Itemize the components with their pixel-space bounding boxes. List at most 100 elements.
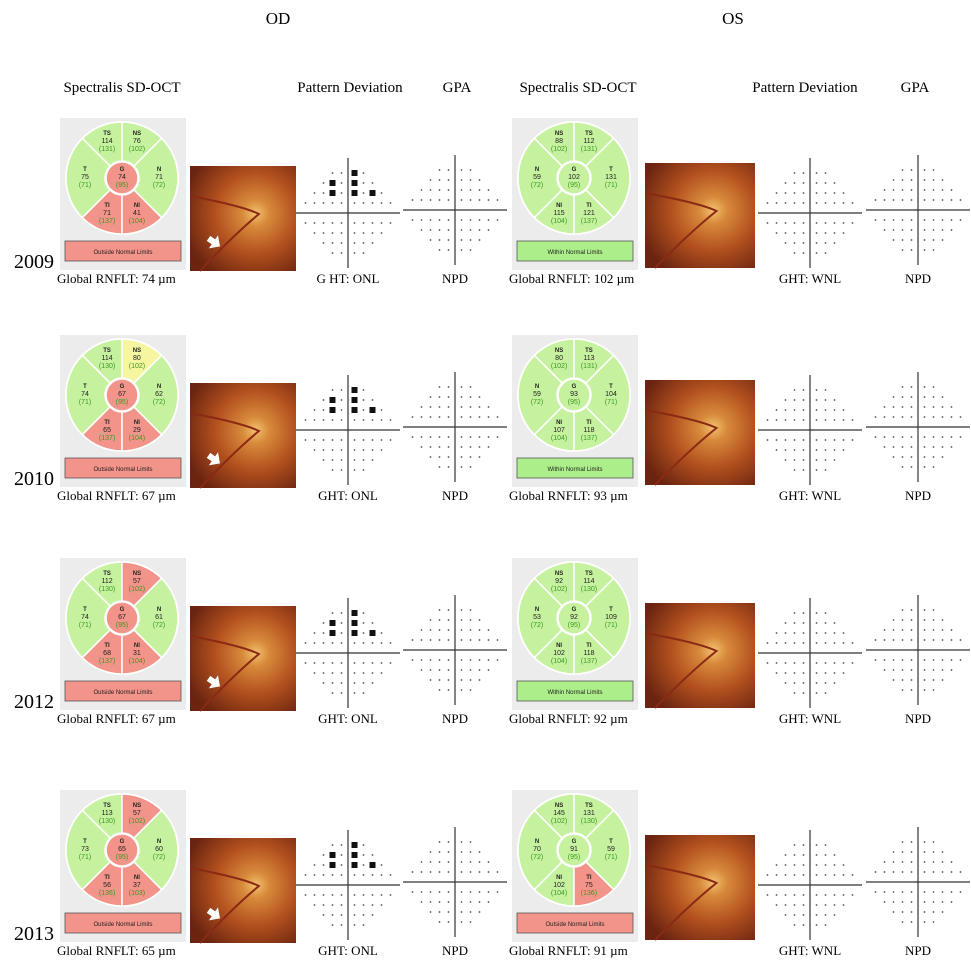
field-point: [785, 192, 787, 194]
field-point: [479, 639, 481, 641]
field-point: [911, 901, 913, 903]
field-point: [825, 914, 827, 916]
field-point: [412, 659, 414, 661]
field-point: [776, 222, 778, 224]
field-point: [902, 179, 904, 181]
field-point: [363, 672, 365, 674]
sector-name: N: [157, 167, 161, 173]
field-point: [933, 396, 935, 398]
field-point: [461, 609, 463, 611]
defect-symbol: [352, 620, 358, 626]
fundus-photo: [190, 606, 296, 711]
field-point: [924, 851, 926, 853]
field-point: [816, 924, 818, 926]
field-point: [421, 199, 423, 201]
field-point: [803, 914, 805, 916]
status-text: Outside Normal Limits: [545, 922, 604, 928]
field-point: [924, 179, 926, 181]
field-point: [794, 172, 796, 174]
field-point: [911, 689, 913, 691]
sector-value: 80: [555, 355, 563, 362]
field-point: [314, 642, 316, 644]
sector-name: N: [535, 384, 539, 390]
field-point: [448, 169, 450, 171]
field-point: [875, 436, 877, 438]
field-point: [470, 609, 472, 611]
sector-value: 71: [155, 174, 163, 181]
field-point: [960, 219, 962, 221]
defect-symbol: [370, 630, 376, 636]
field-point: [933, 679, 935, 681]
field-point: [381, 632, 383, 634]
field-point: [439, 456, 441, 458]
field-point: [785, 642, 787, 644]
field-point: [372, 662, 374, 664]
field-point: [803, 459, 805, 461]
sector-value: 113: [583, 355, 594, 362]
field-point: [323, 202, 325, 204]
field-point: [470, 219, 472, 221]
field-point: [884, 659, 886, 661]
field-point: [314, 449, 316, 451]
field-point: [911, 229, 913, 231]
field-point: [430, 456, 432, 458]
field-point: [816, 172, 818, 174]
field-point: [341, 844, 343, 846]
field-point: [893, 456, 895, 458]
field-point: [421, 629, 423, 631]
sector-normal: (137): [581, 435, 597, 442]
field-point: [803, 449, 805, 451]
field-point: [305, 202, 307, 204]
field-point: [834, 874, 836, 876]
sector-normal: (102): [551, 363, 567, 370]
field-point: [924, 219, 926, 221]
field-point: [448, 659, 450, 661]
field-point: [893, 911, 895, 913]
field-point: [341, 854, 343, 856]
field-point: [767, 874, 769, 876]
field-point: [803, 612, 805, 614]
field-point: [893, 891, 895, 893]
field-point: [341, 399, 343, 401]
field-point: [951, 891, 953, 893]
field-point: [960, 416, 962, 418]
defect-symbol: [330, 407, 336, 413]
field-point: [341, 692, 343, 694]
pd-caption: GHT: WNL: [779, 271, 841, 286]
sector-value: 114: [101, 138, 112, 145]
sector-value: 74: [81, 391, 89, 398]
field-point: [825, 409, 827, 411]
field-point: [902, 436, 904, 438]
gpa-caption: NPD: [442, 711, 468, 726]
sector-name: TI: [586, 875, 592, 881]
field-point: [470, 689, 472, 691]
field-point: [911, 921, 913, 923]
field-point: [314, 232, 316, 234]
field-point: [323, 914, 325, 916]
field-point: [933, 436, 935, 438]
field-point: [803, 682, 805, 684]
field-point: [363, 399, 365, 401]
field-point: [430, 219, 432, 221]
field-point: [479, 911, 481, 913]
field-point: [843, 232, 845, 234]
sector-value: 53: [533, 614, 541, 621]
field-point: [776, 202, 778, 204]
field-point: [430, 446, 432, 448]
field-point: [461, 669, 463, 671]
field-point: [803, 894, 805, 896]
sector-normal: (137): [99, 218, 115, 225]
field-point: [448, 871, 450, 873]
field-point: [363, 844, 365, 846]
field-point: [825, 874, 827, 876]
field-point: [794, 874, 796, 876]
field-point: [794, 864, 796, 866]
gpa-plot: [403, 595, 507, 705]
field-point: [461, 861, 463, 863]
sector-value: 131: [583, 810, 595, 817]
field-point: [381, 222, 383, 224]
field-point: [834, 232, 836, 234]
sector-value: 37: [133, 882, 141, 889]
field-point: [448, 396, 450, 398]
sector-value: 131: [605, 174, 617, 181]
